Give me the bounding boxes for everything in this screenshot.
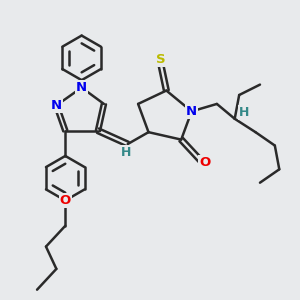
Text: N: N [186,105,197,118]
Text: N: N [76,81,87,94]
Text: O: O [60,194,71,207]
Text: N: N [51,99,62,112]
Text: H: H [239,106,249,119]
Text: S: S [156,53,165,66]
Text: H: H [121,146,131,159]
Text: O: O [200,156,211,169]
